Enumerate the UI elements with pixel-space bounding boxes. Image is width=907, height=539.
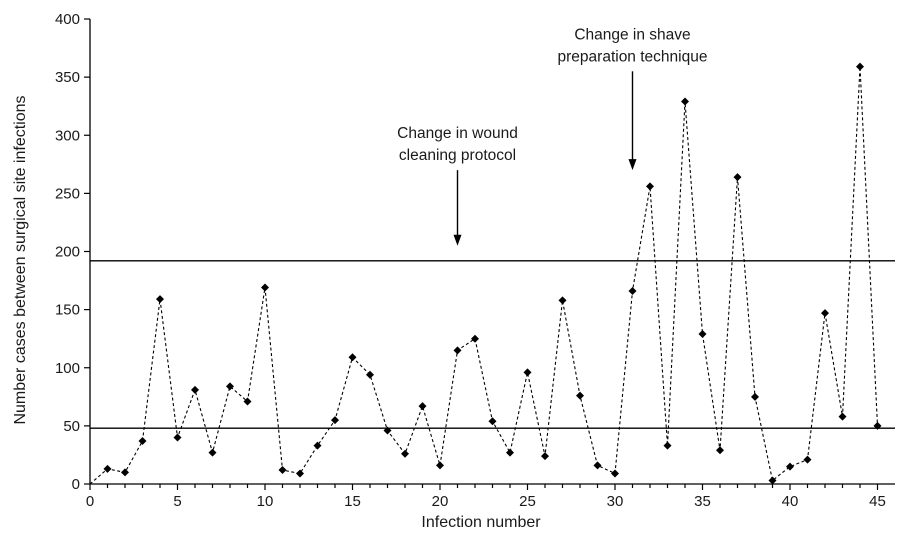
data-point	[488, 417, 497, 426]
x-tick-label: 35	[694, 493, 711, 510]
data-point	[506, 448, 514, 457]
data-point	[698, 330, 707, 339]
data-point	[716, 446, 724, 455]
data-point	[873, 421, 882, 430]
data-point	[838, 412, 847, 421]
data-point	[523, 368, 532, 377]
x-axis-title: Infection number	[421, 514, 541, 531]
x-tick-label: 20	[432, 493, 449, 510]
data-point	[121, 468, 129, 477]
reference-lines	[90, 260, 895, 429]
y-tick-label: 200	[55, 244, 80, 261]
y-tick-label: 50	[63, 418, 80, 435]
data-point	[296, 469, 304, 478]
data-point	[156, 295, 164, 304]
series-line	[89, 66, 879, 485]
y-axis: 0 50 100 150 200 250 300 350 400	[55, 11, 91, 493]
data-point	[663, 441, 672, 450]
data-point	[768, 476, 777, 485]
data-point	[803, 455, 812, 464]
annotation: Change in wound cleaning protocol	[397, 125, 518, 246]
data-point	[611, 469, 619, 478]
data-point	[243, 397, 252, 406]
y-tick-label: 250	[55, 185, 80, 202]
data-series	[89, 62, 882, 485]
y-tick-label: 100	[55, 360, 80, 377]
y-tick-label: 400	[55, 11, 80, 28]
data-point	[103, 464, 112, 473]
data-point	[856, 62, 864, 71]
x-tick-label: 15	[344, 493, 361, 510]
annotation: Change in shave preparation technique	[558, 26, 708, 171]
data-point	[733, 173, 742, 182]
annotation-text: Change in shave	[574, 26, 690, 43]
y-tick-label: 150	[55, 302, 80, 319]
data-point	[226, 382, 234, 391]
y-tick-label: 300	[55, 127, 80, 144]
y-tick-label: 350	[55, 69, 80, 86]
data-point	[786, 462, 794, 471]
data-point	[173, 433, 182, 442]
data-point	[436, 461, 444, 470]
data-point	[278, 466, 287, 475]
data-point	[576, 391, 584, 400]
x-tick-label: 40	[782, 493, 799, 510]
x-tick-label: 0	[86, 493, 94, 510]
data-point	[331, 416, 339, 425]
data-point	[558, 296, 567, 305]
data-point	[593, 461, 602, 470]
x-axis: 0 5 10 15 20 25 30 35 40 45	[86, 483, 895, 510]
x-tick-label: 45	[869, 493, 886, 510]
data-point	[313, 441, 322, 450]
data-point	[366, 370, 374, 379]
data-point	[208, 448, 217, 457]
annotation-arrow-head	[628, 159, 637, 171]
data-point	[383, 426, 392, 435]
annotation-text: cleaning protocol	[399, 147, 516, 164]
data-point	[348, 353, 357, 362]
data-point	[138, 436, 147, 445]
data-point	[261, 283, 269, 292]
annotation-text: Change in wound	[397, 125, 518, 142]
data-point	[471, 334, 479, 343]
data-point	[821, 309, 829, 318]
data-point	[681, 97, 689, 106]
data-point	[191, 385, 199, 394]
y-axis-title: Number cases between surgical site infec…	[12, 95, 29, 424]
data-point	[418, 402, 427, 411]
x-tick-label: 5	[173, 493, 181, 510]
x-tick-label: 10	[257, 493, 274, 510]
y-tick-label: 0	[72, 476, 80, 493]
data-point	[751, 392, 759, 401]
data-point	[628, 287, 637, 296]
data-point	[541, 452, 549, 461]
annotation-text: preparation technique	[558, 48, 708, 65]
data-point	[646, 182, 654, 191]
data-point	[401, 449, 409, 458]
x-tick-label: 30	[607, 493, 624, 510]
data-point	[453, 346, 462, 355]
x-tick-label: 25	[519, 493, 536, 510]
annotation-arrow-head	[453, 234, 462, 246]
